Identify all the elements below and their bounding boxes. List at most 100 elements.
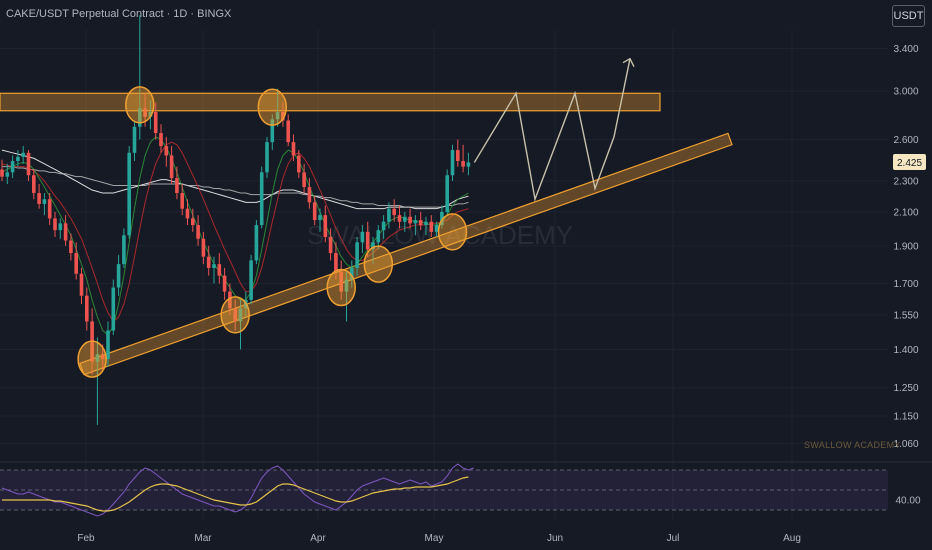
candle-body: [191, 218, 195, 226]
candle-body: [185, 208, 190, 219]
candle-body: [116, 264, 121, 288]
x-tick-label: Jun: [547, 533, 563, 544]
candle-body: [445, 175, 449, 212]
symbol-title: CAKE/USDT Perpetual Contract · 1D · BING…: [6, 8, 232, 20]
y-tick-label: 2.600: [893, 135, 918, 146]
y-tick-label: 1.900: [893, 241, 918, 252]
candle-body: [148, 111, 153, 117]
candle-body: [323, 215, 328, 238]
candle-body: [74, 253, 78, 274]
candle-body: [286, 120, 290, 143]
candle-body: [217, 264, 222, 276]
candle-body: [265, 142, 269, 173]
candle-body: [169, 155, 174, 179]
candle-body: [26, 152, 31, 176]
candle-body: [21, 152, 25, 157]
candle-body: [376, 230, 381, 243]
candle-body: [365, 231, 370, 250]
candles: [0, 15, 471, 425]
candle-body: [466, 162, 471, 167]
candle-body: [37, 193, 41, 204]
x-tick-label: Apr: [310, 533, 326, 544]
candle-body: [339, 271, 343, 292]
candle-body: [164, 146, 169, 156]
candle-body: [100, 354, 105, 360]
y-tick-label: 3.400: [893, 44, 918, 55]
y-tick-label: 1.250: [893, 383, 918, 394]
moving-average-line: [2, 166, 469, 208]
candle-body: [111, 287, 116, 331]
candle-body: [95, 354, 100, 362]
support-band: [79, 132, 733, 376]
candle-body: [387, 208, 391, 222]
rsi-pane: [0, 463, 888, 517]
touch-circle: [363, 245, 394, 283]
currency-unit-button[interactable]: USDT: [892, 5, 925, 27]
candle-body: [233, 308, 237, 322]
candle-body: [424, 221, 428, 226]
y-tick-label: 1.150: [893, 412, 918, 423]
candle-body: [408, 216, 412, 224]
touch-circle: [437, 213, 468, 251]
rsi-tick-label: 40.00: [895, 496, 920, 507]
touch-circle: [257, 88, 288, 126]
candle-body: [254, 225, 259, 261]
candle-body: [360, 231, 365, 243]
candle-body: [42, 199, 47, 204]
candle-body: [350, 267, 354, 280]
candle-body: [270, 119, 275, 143]
candle-body: [344, 279, 349, 292]
candle-body: [206, 256, 211, 268]
candle-body: [392, 208, 396, 216]
x-tick-label: Feb: [77, 533, 95, 544]
moving-average-line: [1, 141, 469, 323]
touch-circle: [77, 340, 107, 378]
candle-body: [228, 291, 232, 309]
rsi-signal-line: [2, 476, 469, 512]
projection-arrowhead: [622, 57, 635, 68]
candle-body: [16, 156, 20, 162]
candle-body: [355, 242, 359, 268]
projection-line: [473, 58, 631, 202]
resistance-band: [0, 92, 661, 112]
candle-body: [132, 126, 137, 153]
last-price-label: 2.425: [893, 154, 926, 170]
candle-body: [201, 238, 206, 257]
candle-body: [461, 161, 465, 167]
candle-body: [302, 172, 306, 188]
price-axis[interactable]: 3.400 3.000 2.600 2.300 2.100 1.900 1.700 1.550…: [893, 44, 920, 506]
candle-body: [0, 169, 4, 177]
candle-body: [10, 161, 15, 173]
touch-circle: [220, 296, 250, 334]
candle-body: [222, 275, 227, 292]
rsi-line: [1, 463, 474, 517]
candle-body: [334, 253, 338, 272]
touch-circles: [77, 86, 468, 378]
candle-body: [440, 211, 444, 226]
candle-body: [297, 155, 301, 173]
time-axis[interactable]: Feb Mar Apr May Jun Jul Aug: [77, 533, 801, 544]
y-tick-label: 1.550: [893, 310, 918, 321]
candle-body: [238, 308, 243, 322]
candle-body: [397, 215, 402, 222]
x-tick-label: Aug: [783, 533, 801, 544]
projection-path: [473, 57, 635, 202]
candle-body: [180, 193, 184, 209]
candle-body: [371, 242, 375, 250]
y-tick-label: 3.000: [893, 87, 918, 98]
candle-body: [318, 215, 322, 221]
candle-body: [159, 133, 163, 147]
candle-body: [456, 150, 460, 162]
candle-body: [138, 108, 142, 127]
candle-body: [175, 178, 179, 194]
y-tick-label: 1.700: [893, 279, 918, 290]
candle-body: [381, 221, 386, 231]
candle-body: [32, 175, 36, 194]
touch-circle: [326, 268, 356, 307]
candle-body: [413, 220, 418, 224]
candle-body: [5, 172, 10, 177]
moving-average-line: [1, 149, 469, 210]
y-tick-label: 1.400: [893, 345, 918, 356]
candle-body: [312, 202, 317, 221]
